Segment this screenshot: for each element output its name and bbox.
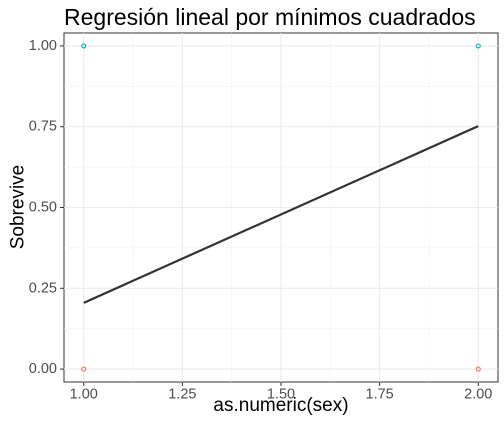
y-tick-label: 0.00 bbox=[29, 361, 57, 377]
y-tick-label: 0.50 bbox=[29, 200, 57, 216]
y-axis: 0.00 0.25 0.50 0.75 1.00 bbox=[29, 38, 64, 377]
x-tick-label: 1.75 bbox=[366, 387, 394, 403]
grid-lines bbox=[64, 33, 498, 382]
points-layer bbox=[81, 43, 481, 372]
y-axis-title: Sobrevive bbox=[8, 165, 29, 250]
regression-layer bbox=[83, 125, 479, 304]
data-point bbox=[475, 366, 481, 372]
x-axis: 1.00 1.25 1.50 1.75 2.00 bbox=[70, 382, 492, 403]
y-tick-label: 0.75 bbox=[29, 119, 57, 135]
chart-title: Regresión lineal por mínimos cuadrados bbox=[64, 4, 476, 30]
data-point bbox=[81, 366, 87, 372]
y-tick-label: 1.00 bbox=[29, 38, 57, 54]
regression-line bbox=[83, 125, 479, 304]
data-point bbox=[475, 43, 481, 49]
x-tick-label: 1.25 bbox=[168, 387, 196, 403]
x-tick-label: 2.00 bbox=[464, 387, 492, 403]
y-tick-label: 0.25 bbox=[29, 280, 57, 296]
x-axis-title: as.numeric(sex) bbox=[213, 395, 348, 416]
x-tick-label: 1.00 bbox=[70, 387, 98, 403]
x-tick-label: 1.50 bbox=[267, 387, 295, 403]
data-point bbox=[81, 43, 87, 49]
